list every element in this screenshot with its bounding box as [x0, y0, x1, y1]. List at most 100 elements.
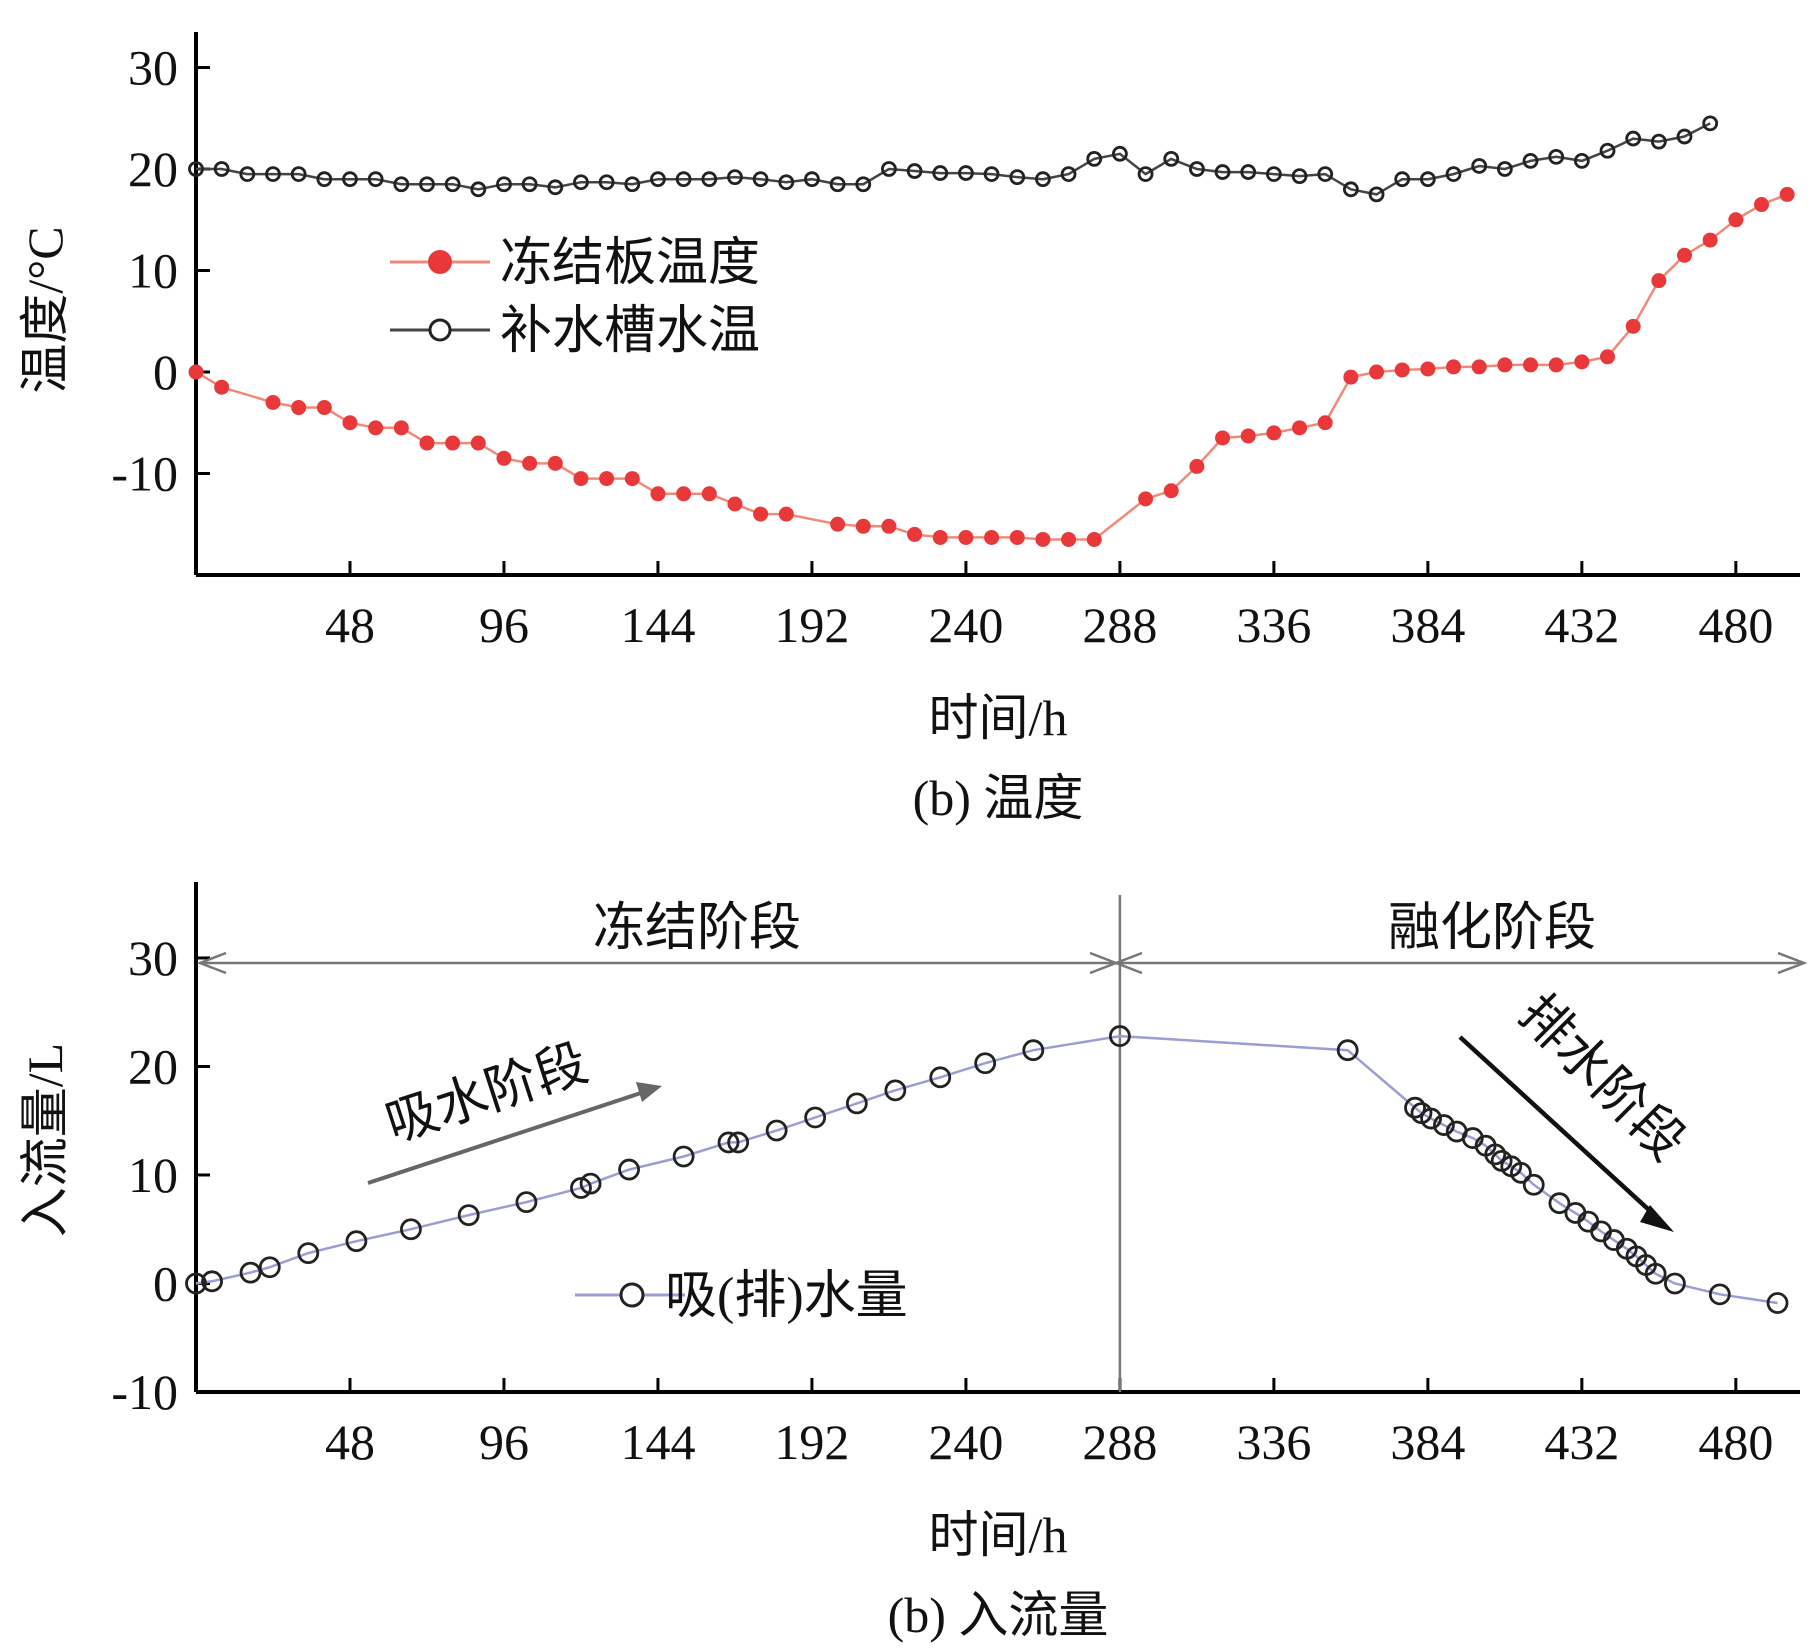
x-tick-label: 192	[774, 1414, 849, 1470]
data-point	[201, 1270, 223, 1293]
data-point	[1035, 171, 1051, 188]
x-tick-label: 96	[479, 1414, 529, 1470]
temperature-chart: 48 96 144 192 240 288 336 384 432 480 -10 0 10 20 30 温…	[17, 32, 1800, 826]
x-axis-title: 时间/h	[929, 690, 1068, 746]
data-point	[1677, 247, 1693, 263]
data-point	[1394, 362, 1410, 378]
data-point	[929, 1066, 952, 1089]
data-point	[1574, 354, 1590, 370]
data-point	[188, 161, 204, 177]
data-point	[573, 174, 589, 191]
data-point	[1342, 181, 1359, 198]
data-point	[618, 1158, 640, 1181]
data-point	[727, 169, 743, 186]
data-point	[907, 526, 923, 542]
data-point	[984, 529, 1000, 545]
data-point	[804, 1106, 827, 1129]
data-point	[291, 400, 307, 416]
data-point	[701, 171, 718, 188]
data-point	[570, 1177, 592, 1199]
data-point	[884, 1079, 907, 1102]
data-point	[470, 435, 486, 451]
data-point	[1445, 166, 1462, 182]
data-point	[804, 171, 820, 188]
data-point	[1240, 428, 1256, 444]
chart-caption: (b) 入流量	[888, 1587, 1109, 1643]
y-tick-label: 20	[128, 141, 178, 197]
data-point	[1433, 1114, 1455, 1136]
x-tick-label: 432	[1544, 597, 1619, 653]
data-point	[1766, 1292, 1789, 1314]
data-point	[1600, 349, 1616, 365]
data-point	[624, 471, 640, 487]
data-point	[829, 176, 846, 193]
data-point	[1265, 166, 1282, 182]
data-point	[342, 171, 358, 188]
inflow-chart: 48 96 144 192 240 288 336 384 432 480 -10 0 10 20 30 冻…	[17, 882, 1808, 1643]
data-point	[470, 181, 487, 198]
data-point	[1112, 145, 1128, 162]
series-line	[195, 193, 1788, 541]
data-point	[445, 435, 461, 451]
data-point	[1471, 359, 1487, 375]
data-point	[515, 1191, 538, 1214]
data-point	[1644, 1262, 1667, 1285]
data-point	[1163, 483, 1179, 499]
data-point	[265, 166, 281, 182]
data-point	[650, 486, 666, 502]
x-tick-label: 432	[1544, 1414, 1619, 1470]
x-tick-label: 288	[1082, 1414, 1157, 1470]
data-point	[932, 529, 948, 545]
data-point	[444, 176, 461, 193]
data-point	[496, 176, 512, 193]
legend-marker-freeze-plate	[428, 250, 452, 274]
data-point	[855, 518, 871, 534]
data-point	[881, 518, 897, 534]
data-point	[1650, 133, 1667, 150]
data-point	[672, 1145, 695, 1168]
data-point	[1420, 1107, 1442, 1130]
data-point	[1625, 318, 1641, 334]
data-point	[342, 415, 358, 431]
legend-label-volume: 吸(排)水量	[665, 1268, 908, 1325]
data-point	[367, 171, 384, 188]
data-point	[598, 174, 615, 191]
x-tick-label: 480	[1698, 597, 1773, 653]
legend-label-freeze-plate: 冻结板温度	[500, 235, 760, 292]
data-point	[1419, 171, 1436, 188]
data-point	[457, 1204, 480, 1227]
data-point	[1060, 166, 1077, 182]
data-point	[239, 166, 256, 182]
y-tick-label: 30	[128, 40, 178, 96]
data-point	[650, 171, 666, 188]
data-point	[1523, 357, 1539, 373]
y-tick-label: 0	[153, 344, 178, 400]
data-point	[1369, 364, 1385, 380]
data-point	[185, 1272, 207, 1295]
x-tick-label: 192	[774, 597, 849, 653]
data-point	[368, 420, 384, 436]
x-tick-label: 144	[620, 1414, 695, 1470]
data-point	[1484, 1143, 1507, 1166]
y-tick-label: 10	[128, 1147, 178, 1203]
data-point	[521, 176, 538, 193]
legend-marker-water-tank	[428, 318, 452, 342]
data-point	[1548, 148, 1565, 165]
drainage-stage-label: 排水阶段	[1508, 985, 1695, 1172]
data-point	[765, 1119, 788, 1142]
data-point	[675, 171, 692, 188]
data-point	[345, 1230, 368, 1253]
data-point	[1343, 369, 1359, 385]
data-point	[932, 165, 949, 181]
data-point	[1522, 152, 1539, 169]
data-point	[1728, 212, 1744, 228]
axis-ticks: 48 96 144 192 240 288 336 384 432 480 -10 0 10 20 30	[111, 40, 1773, 653]
data-point	[1163, 150, 1180, 167]
data-point	[496, 450, 512, 466]
x-tick-label: 384	[1390, 1414, 1465, 1470]
data-point	[1754, 197, 1770, 213]
data-point	[393, 176, 410, 193]
thaw-stage-label: 融化阶段	[1388, 900, 1596, 957]
data-point	[214, 379, 230, 395]
